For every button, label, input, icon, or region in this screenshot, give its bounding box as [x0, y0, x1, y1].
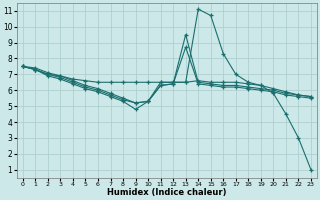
X-axis label: Humidex (Indice chaleur): Humidex (Indice chaleur) [107, 188, 227, 197]
